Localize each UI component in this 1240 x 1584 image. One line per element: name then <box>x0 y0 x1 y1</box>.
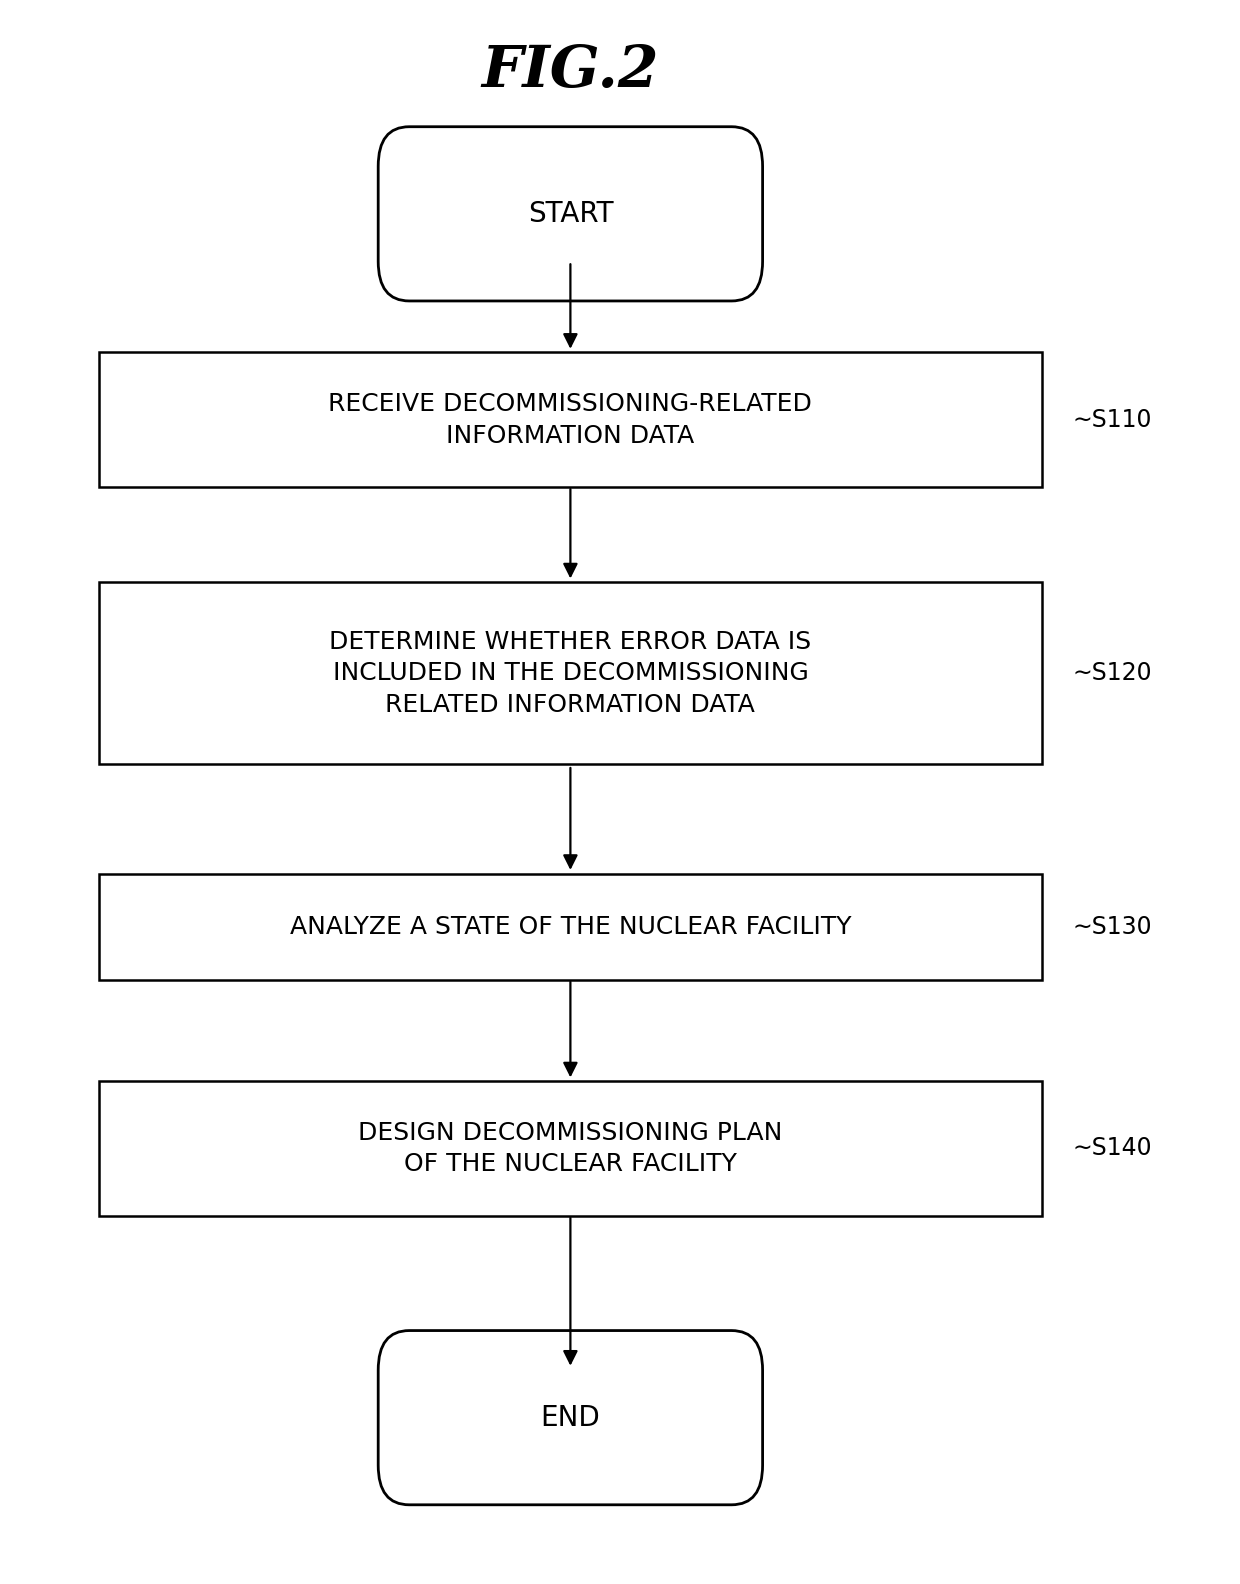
Text: ∼S130: ∼S130 <box>1073 914 1152 939</box>
Bar <box>99 1080 1042 1217</box>
Bar <box>99 583 1042 765</box>
Bar <box>99 352 1042 486</box>
Text: START: START <box>528 200 613 228</box>
Text: DESIGN DECOMMISSIONING PLAN
OF THE NUCLEAR FACILITY: DESIGN DECOMMISSIONING PLAN OF THE NUCLE… <box>358 1120 782 1177</box>
Text: ∼S140: ∼S140 <box>1073 1136 1152 1161</box>
Text: ∼S110: ∼S110 <box>1073 407 1152 432</box>
Bar <box>99 874 1042 979</box>
Text: END: END <box>541 1403 600 1432</box>
Text: DETERMINE WHETHER ERROR DATA IS
INCLUDED IN THE DECOMMISSIONING
RELATED INFORMAT: DETERMINE WHETHER ERROR DATA IS INCLUDED… <box>330 629 811 718</box>
Text: ANALYZE A STATE OF THE NUCLEAR FACILITY: ANALYZE A STATE OF THE NUCLEAR FACILITY <box>290 914 851 939</box>
FancyBboxPatch shape <box>378 127 763 301</box>
Text: RECEIVE DECOMMISSIONING-RELATED
INFORMATION DATA: RECEIVE DECOMMISSIONING-RELATED INFORMAT… <box>329 391 812 448</box>
FancyBboxPatch shape <box>378 1331 763 1505</box>
Text: FIG.2: FIG.2 <box>481 43 660 100</box>
Text: ∼S120: ∼S120 <box>1073 661 1152 686</box>
